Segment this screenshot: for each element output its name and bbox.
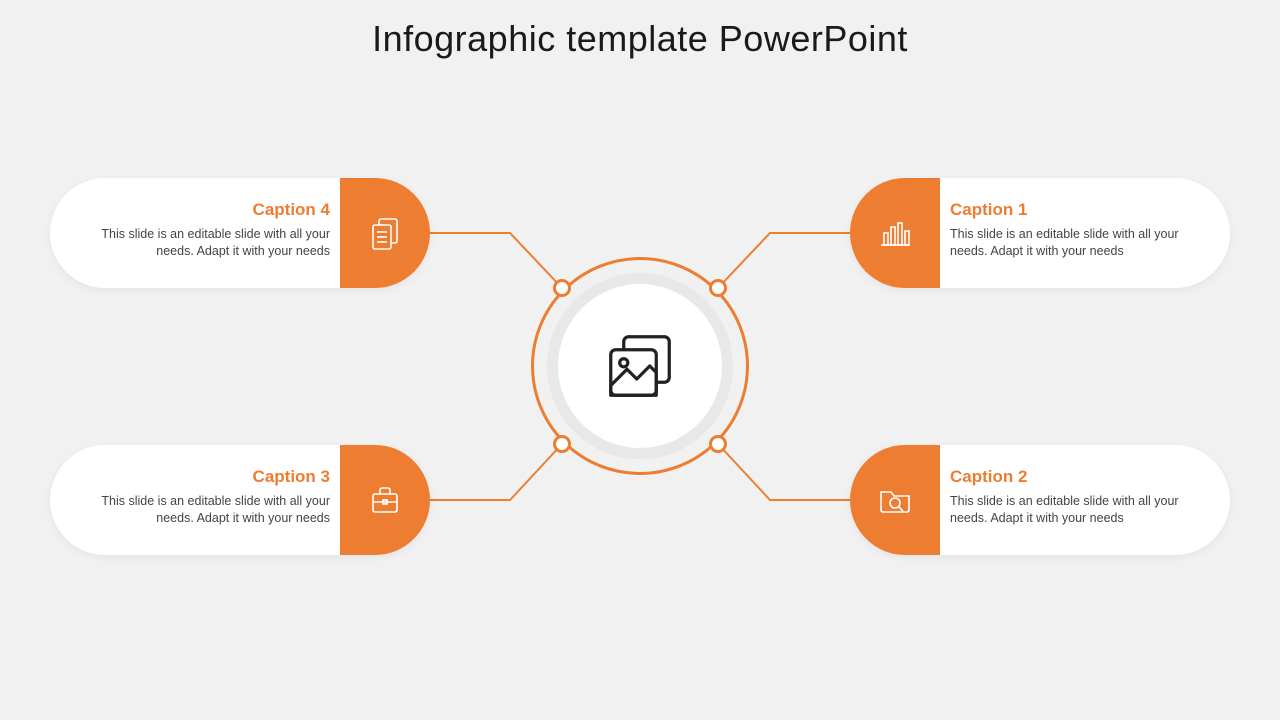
caption-4-body: This slide is an editable slide with all… [70, 226, 330, 260]
slide-title: Infographic template PowerPoint [0, 18, 1280, 60]
caption-1-badge [850, 178, 940, 288]
image-stack-icon [601, 327, 679, 405]
caption-4-badge [340, 178, 430, 288]
documents-icon [365, 213, 405, 253]
caption-3-title: Caption 3 [70, 467, 330, 487]
briefcase-icon [365, 480, 405, 520]
connector-c4 [430, 233, 562, 288]
folder-search-icon [875, 480, 915, 520]
caption-1-title: Caption 1 [950, 200, 1210, 220]
caption-2-title: Caption 2 [950, 467, 1210, 487]
caption-4-pill: Caption 4 This slide is an editable slid… [50, 178, 430, 288]
hub-dot-br [709, 435, 727, 453]
hub-inner-circle [558, 284, 722, 448]
connector-c2 [718, 444, 850, 500]
hub-dot-tl [553, 279, 571, 297]
caption-2-body: This slide is an editable slide with all… [950, 493, 1210, 527]
connector-c3 [430, 444, 562, 500]
caption-4-title: Caption 4 [70, 200, 330, 220]
hub-dot-bl [553, 435, 571, 453]
caption-3-badge [340, 445, 430, 555]
caption-1-pill: Caption 1 This slide is an editable slid… [850, 178, 1230, 288]
slide-canvas: Infographic template PowerPoint Caption … [0, 0, 1280, 720]
caption-2-pill: Caption 2 This slide is an editable slid… [850, 445, 1230, 555]
caption-3-body: This slide is an editable slide with all… [70, 493, 330, 527]
bar-chart-icon [875, 213, 915, 253]
caption-1-body: This slide is an editable slide with all… [950, 226, 1210, 260]
connector-c1 [718, 233, 850, 288]
caption-3-pill: Caption 3 This slide is an editable slid… [50, 445, 430, 555]
caption-2-badge [850, 445, 940, 555]
hub-dot-tr [709, 279, 727, 297]
